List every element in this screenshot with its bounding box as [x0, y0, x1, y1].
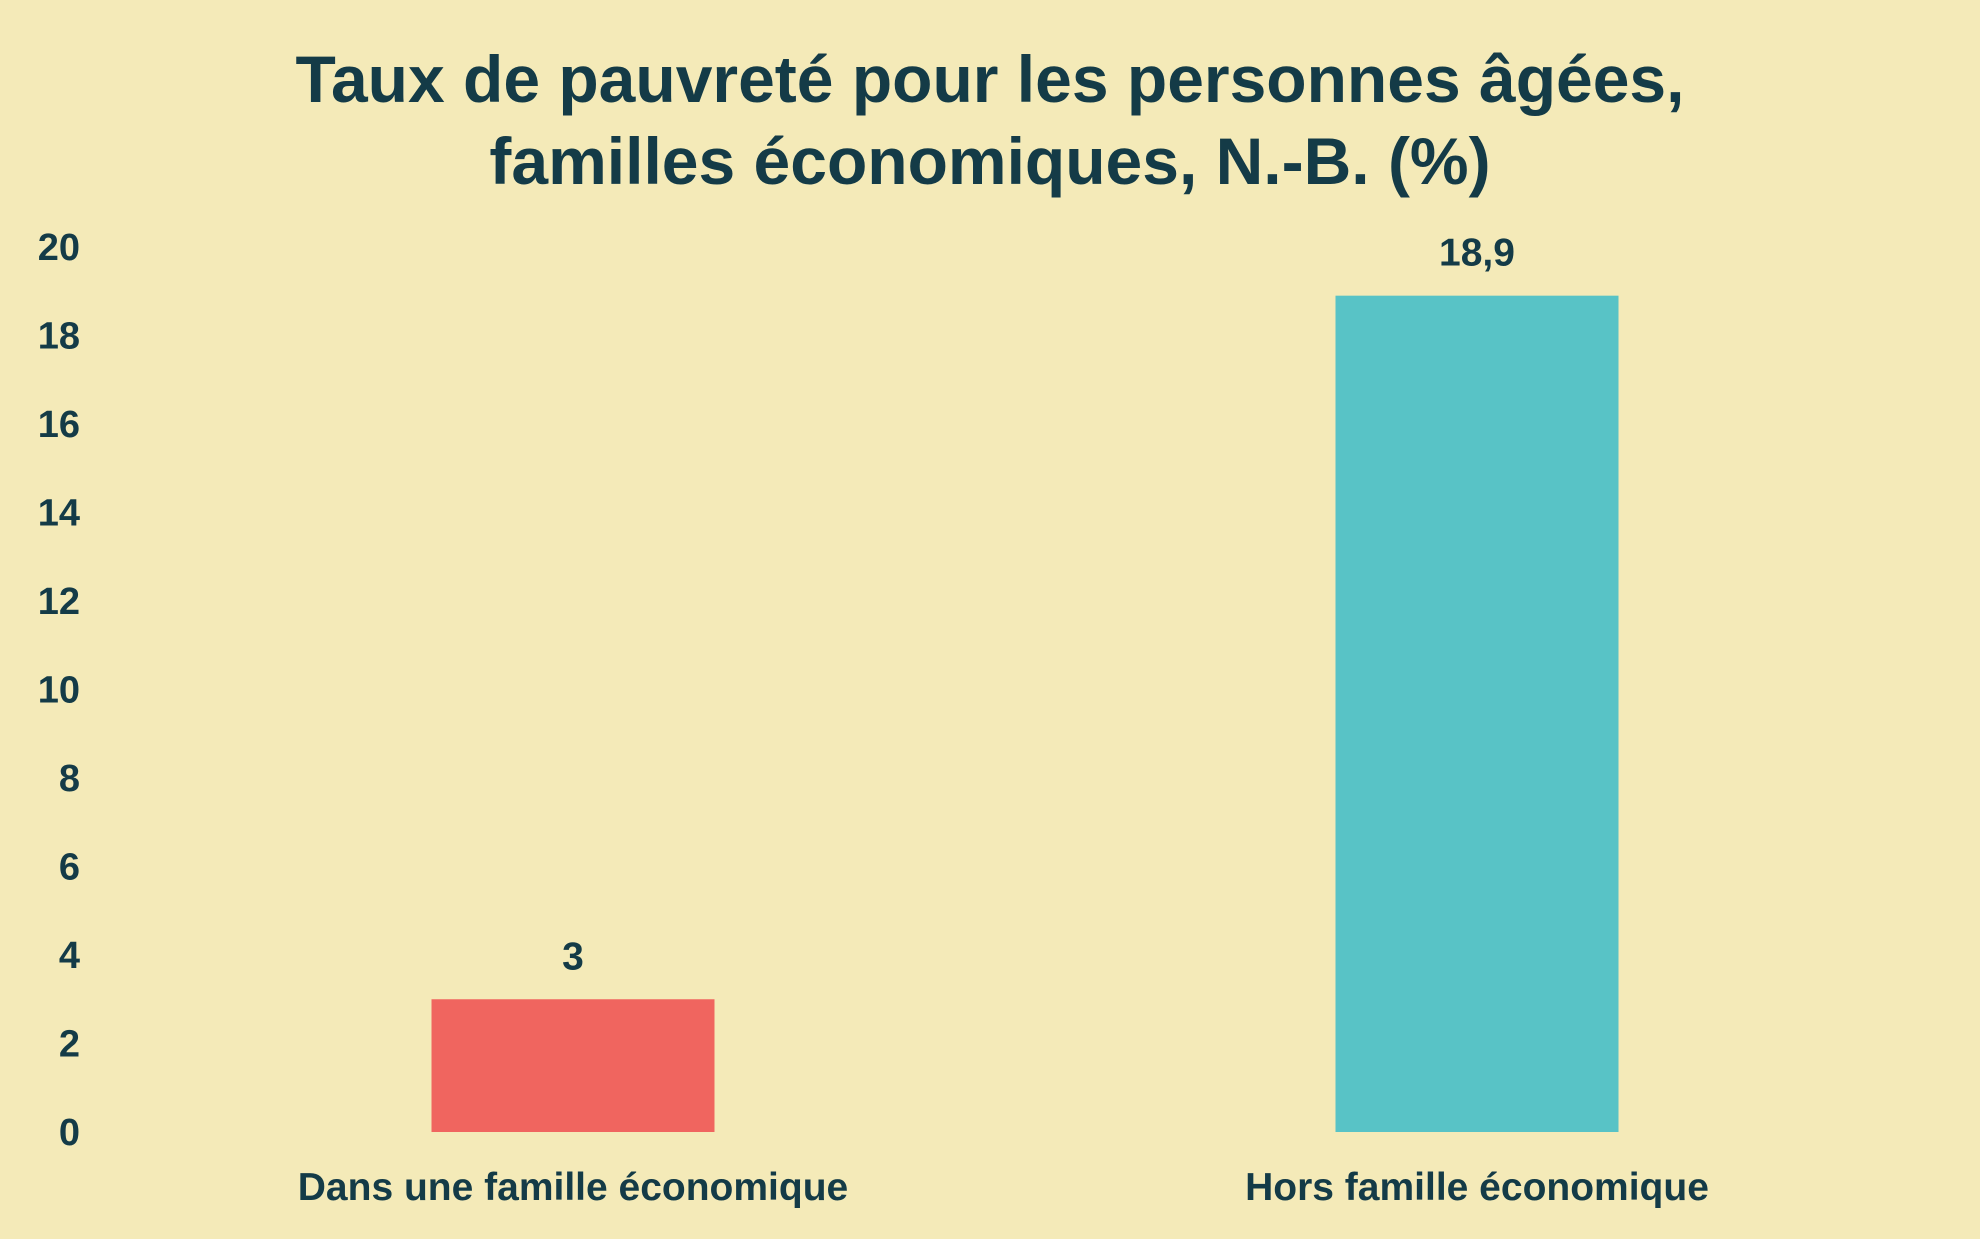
y-tick-label: 20 [38, 227, 80, 269]
y-tick-label: 14 [38, 493, 80, 535]
y-tick-label: 12 [38, 581, 80, 623]
bar [431, 999, 715, 1132]
bar-value-label: 18,9 [1439, 232, 1515, 275]
y-tick-label: 0 [59, 1112, 80, 1154]
y-tick-label: 16 [38, 404, 80, 446]
y-tick-label: 4 [59, 935, 80, 977]
y-tick-label: 10 [38, 670, 80, 712]
chart-title-line-1: Taux de pauvreté pour les personnes âgée… [295, 42, 1685, 116]
y-tick-label: 18 [38, 316, 80, 358]
y-tick-label: 2 [59, 1024, 80, 1066]
bar-value-label: 3 [562, 935, 584, 978]
chart-title-line-2: familles économiques, N.-B. (%) [489, 124, 1491, 198]
bars [431, 295, 1619, 1132]
y-tick-label: 6 [59, 847, 80, 889]
x-axis: Dans une famille économique Hors famille … [298, 1166, 1709, 1209]
y-axis: 0 2 4 6 8 10 12 14 16 18 20 [38, 227, 80, 1154]
x-category-label: Dans une famille économique [298, 1166, 848, 1209]
value-labels: 318,9 [562, 232, 1515, 979]
x-category-label: Hors famille économique [1245, 1166, 1709, 1209]
chart-title: Taux de pauvreté pour les personnes âgée… [0, 38, 1980, 202]
y-tick-label: 8 [59, 758, 80, 800]
bar [1335, 295, 1619, 1132]
